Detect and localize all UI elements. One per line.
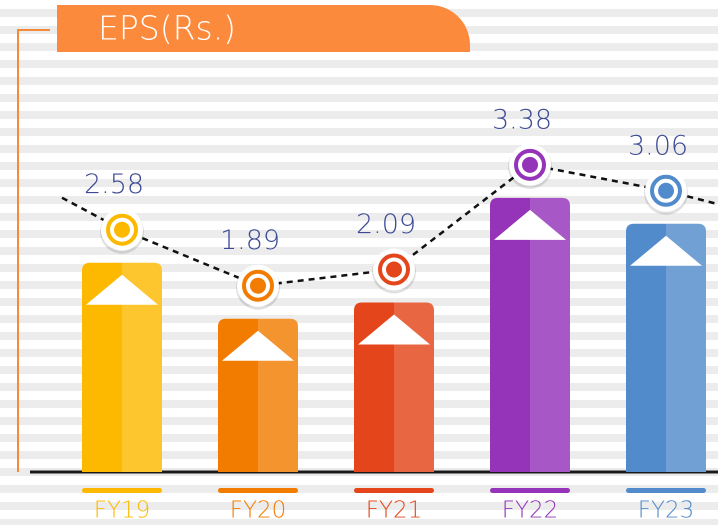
bar	[626, 223, 706, 472]
marker-dot	[114, 221, 130, 238]
category-underline	[626, 488, 706, 493]
x-tick-label: FY20	[230, 498, 287, 524]
marker-ring	[514, 148, 546, 181]
category-underline	[82, 488, 162, 493]
bar	[82, 262, 162, 472]
value-label: 1.89	[220, 225, 280, 256]
marker-ring	[106, 213, 138, 246]
bar	[490, 197, 570, 472]
category-underline	[218, 488, 298, 493]
category-underline	[354, 488, 434, 493]
chart-title: EPS(Rs.)	[98, 9, 236, 48]
bar-arrow	[630, 235, 702, 266]
x-tick-label: FY23	[638, 498, 695, 524]
bar-arrow	[358, 314, 430, 345]
bar-arrow	[86, 274, 158, 305]
value-label: 3.06	[628, 130, 688, 161]
title-tab	[57, 5, 470, 52]
marker-dot	[250, 277, 266, 294]
marker-dot	[386, 261, 402, 278]
marker-ring	[242, 269, 274, 302]
value-label: 3.38	[492, 104, 552, 135]
x-tick-label: FY21	[366, 498, 423, 524]
marker-dot	[522, 156, 538, 173]
value-label: 2.09	[356, 209, 416, 240]
value-label: 2.58	[84, 169, 144, 200]
category-underline	[490, 488, 570, 493]
marker-dot	[658, 182, 674, 199]
bar-arrow	[222, 330, 294, 361]
bar	[354, 302, 434, 472]
marker-ring	[378, 253, 410, 286]
x-tick-label: FY22	[502, 498, 559, 524]
bar-arrow	[494, 209, 566, 240]
x-tick-label: FY19	[94, 498, 151, 524]
marker-ring	[650, 174, 682, 207]
bracket	[17, 29, 50, 472]
